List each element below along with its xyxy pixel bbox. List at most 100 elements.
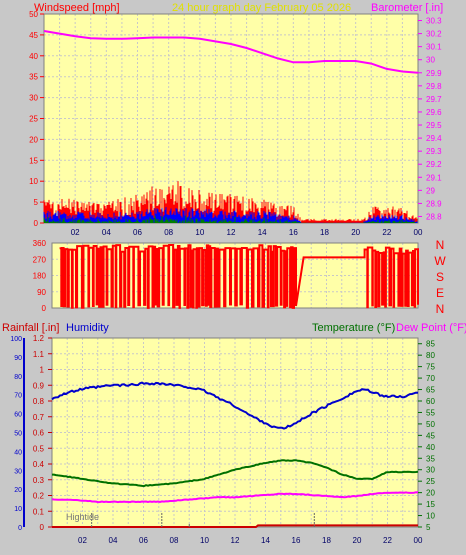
- tide-markers: [91, 513, 315, 527]
- windspeed-tick-label: 50: [29, 10, 38, 19]
- temperature-tick-label: 70: [426, 374, 435, 383]
- x-tick-label: 08: [170, 536, 179, 545]
- temperature-tick-label: 35: [426, 454, 435, 463]
- x-tick-label: 12: [231, 536, 240, 545]
- x-tick-label: 06: [139, 536, 148, 545]
- dewpoint-axis-title: Dew Point (°F): [396, 322, 466, 334]
- windspeed-tick-label: 10: [29, 177, 38, 186]
- temperature-tick-label: 10: [426, 512, 435, 521]
- x-tick-label: 18: [322, 536, 331, 545]
- humidity-axis-title: Humidity: [66, 322, 109, 334]
- direction-tick-label: 180: [33, 272, 47, 281]
- barometer-tick-label: 30.3: [426, 17, 442, 26]
- temperature-axis-title: Temperature (°F): [312, 322, 395, 334]
- humidity-tick-label: 20: [14, 487, 22, 494]
- compass-label: W: [434, 254, 446, 268]
- x-tick-label: 16: [289, 228, 298, 237]
- x-tick-label: 00: [414, 228, 423, 237]
- temperature-tick-label: 65: [426, 386, 435, 395]
- rainfall-series-line: [52, 524, 418, 528]
- barometer-tick-label: 29.4: [426, 134, 442, 143]
- direction-tick-label: 0: [42, 304, 47, 313]
- humidity-tick-label: 80: [14, 374, 22, 381]
- barometer-series-line: [43, 30, 419, 74]
- rainfall-axis-ticks: 0 0.1 0.2 0.3 0.4 0.5 0.6 0.7 0.8 0.9 1 1.1 1.2: [33, 334, 52, 532]
- humidity-tick-label: 40: [14, 449, 22, 456]
- temperature-tick-label: 80: [426, 351, 435, 360]
- temperature-tick-label: 85: [426, 340, 435, 349]
- x-tick-label: 22: [383, 536, 392, 545]
- temperature-series-line: [52, 459, 419, 488]
- x-tick-label: 08: [164, 228, 173, 237]
- x-tick-label: 12: [227, 228, 236, 237]
- temperature-tick-label: 50: [426, 420, 435, 429]
- windspeed-tick-label: 35: [29, 73, 38, 82]
- rainfall-tick-label: 0.8: [33, 397, 45, 406]
- compass-label: S: [436, 270, 444, 284]
- rainfall-tick-label: 0.4: [33, 460, 45, 469]
- barometer-tick-label: 30.1: [426, 43, 442, 52]
- graph-title: 24 hour graph day February 05 2026: [172, 2, 351, 14]
- windspeed-series: [43, 181, 418, 223]
- temperature-tick-label: 30: [426, 466, 435, 475]
- rainfall-axis-title: Rainfall [.in]: [2, 322, 59, 334]
- wind-x-axis-ticks: 02 04 06 08 10 12 14 16 18 20 22 00: [71, 228, 423, 237]
- humidity-axis-ticks: 0 10 20 30 40 50 60 70 80 90 100: [10, 336, 25, 532]
- rainfall-tick-label: 1.2: [33, 334, 45, 343]
- windspeed-axis-title: Windspeed [mph]: [34, 2, 120, 14]
- temperature-tick-label: 40: [426, 443, 435, 452]
- windspeed-tick-label: 30: [29, 94, 38, 103]
- rainfall-tick-label: 0.6: [33, 429, 45, 438]
- temperature-tick-label: 5: [426, 523, 431, 532]
- x-tick-label: 14: [261, 536, 270, 545]
- humidity-series-line: [51, 381, 419, 430]
- humidity-tick-label: 60: [14, 412, 22, 419]
- x-tick-label: 02: [78, 536, 87, 545]
- direction-tick-label: 90: [37, 288, 46, 297]
- x-tick-label: 10: [195, 228, 204, 237]
- rainfall-tick-label: 1: [40, 366, 45, 375]
- rainfall-tick-label: 0.1: [33, 507, 45, 516]
- humidity-tick-label: 70: [14, 393, 22, 400]
- x-tick-label: 18: [320, 228, 329, 237]
- barometer-tick-label: 28.8: [426, 212, 442, 221]
- windspeed-tick-label: 40: [29, 52, 38, 61]
- barometer-tick-label: 29.3: [426, 147, 442, 156]
- rainfall-tick-label: 0.2: [33, 492, 45, 501]
- barometer-tick-label: 28.9: [426, 199, 442, 208]
- dewpoint-series-line: [51, 491, 419, 504]
- barometer-tick-label: 30: [426, 56, 435, 65]
- rainfall-tick-label: 1.1: [33, 350, 45, 359]
- barometer-tick-label: 29.6: [426, 108, 442, 117]
- humidity-tick-label: 50: [14, 431, 22, 438]
- windspeed-tick-label: 5: [34, 198, 39, 207]
- windspeed-tick-label: 15: [29, 156, 38, 165]
- hightide-label: Hightide: [66, 512, 99, 522]
- x-tick-label: 22: [382, 228, 391, 237]
- barometer-tick-label: 29.9: [426, 69, 442, 78]
- wind-direction-series-line: [59, 244, 419, 309]
- x-tick-label: 20: [351, 228, 360, 237]
- temperature-tick-label: 25: [426, 477, 435, 486]
- windspeed-tick-label: 25: [29, 115, 38, 124]
- temperature-axis-ticks: 5 10 15 20 25 30 35 40 45 50 55 60 65 70 75 80 85: [418, 340, 435, 532]
- windspeed-axis-ticks: 0 5 10 15 20 25 30 35 40 45 50: [29, 10, 44, 228]
- rainfall-tick-label: 0: [40, 523, 45, 532]
- temperature-tick-label: 55: [426, 408, 435, 417]
- rainfall-tick-label: 0.5: [33, 444, 45, 453]
- humidity-tick-label: 30: [14, 468, 22, 475]
- x-tick-label: 14: [258, 228, 267, 237]
- temperature-tick-label: 45: [426, 431, 435, 440]
- humidity-tick-label: 10: [14, 506, 22, 513]
- wind-plot-grid: [43, 13, 419, 224]
- direction-tick-label: 360: [33, 239, 47, 248]
- barometer-tick-label: 29.1: [426, 173, 442, 182]
- temperature-tick-label: 75: [426, 363, 435, 372]
- barometer-tick-label: 29.8: [426, 82, 442, 91]
- rainfall-tick-label: 0.9: [33, 381, 45, 390]
- x-tick-label: 16: [292, 536, 301, 545]
- x-tick-label: 06: [133, 228, 142, 237]
